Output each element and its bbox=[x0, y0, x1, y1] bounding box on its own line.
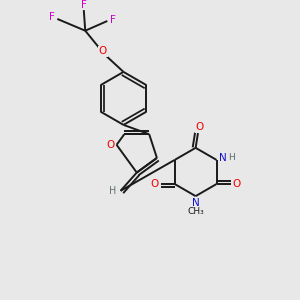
Text: H: H bbox=[228, 153, 235, 162]
Text: O: O bbox=[106, 140, 114, 150]
Text: CH₃: CH₃ bbox=[187, 207, 204, 216]
Text: O: O bbox=[99, 46, 107, 56]
Text: O: O bbox=[232, 179, 241, 189]
Text: H: H bbox=[109, 186, 116, 196]
Text: F: F bbox=[110, 14, 116, 25]
Text: N: N bbox=[192, 198, 200, 208]
Text: O: O bbox=[151, 179, 159, 189]
Text: F: F bbox=[81, 0, 87, 10]
Text: N: N bbox=[219, 153, 227, 164]
Text: F: F bbox=[49, 13, 55, 22]
Text: O: O bbox=[195, 122, 204, 132]
